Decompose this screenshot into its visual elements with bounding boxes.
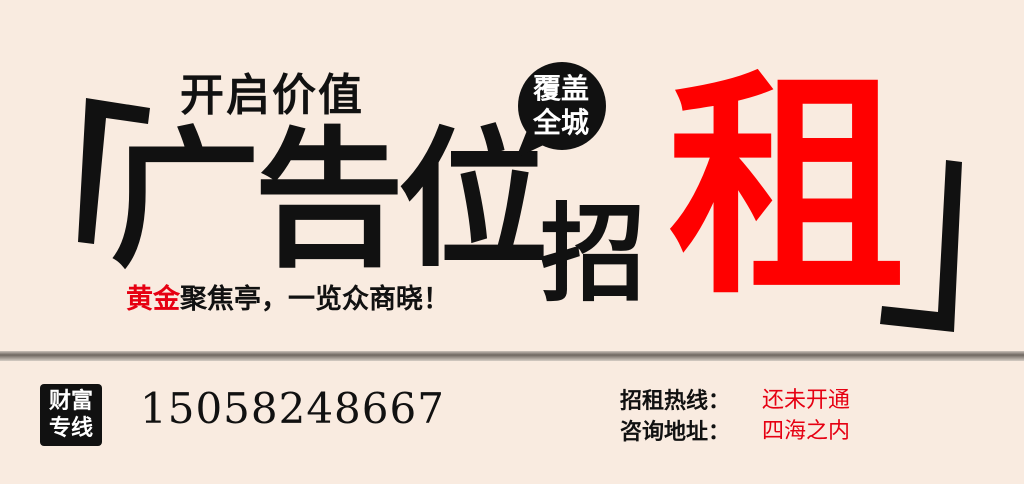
hotline-label: 招租热线： [620,389,731,414]
phone-number: 15058248667 [140,384,445,433]
badge-line-2: 专线 [48,416,93,441]
left-bracket-decoration [78,98,150,244]
speech-bubble-text: 覆盖 全城 [519,72,603,140]
main-title: 广告位 [110,114,548,288]
address-label: 咨询地址： [620,420,731,445]
tagline-highlight: 黄金 [126,284,180,315]
bubble-line-1: 覆盖 [532,72,589,105]
speech-bubble-icon [516,62,606,158]
badge-line-1: 财富 [48,389,93,414]
bubble-line-2: 全城 [532,106,589,139]
title-character-zhao: 招 [540,193,646,316]
title-character-zu: 租 [668,50,906,327]
address-value: 四海之内 [762,419,851,444]
divider-bar [0,351,1024,361]
tagline: 黄金聚焦亭，一览众商晓！ [126,284,450,316]
subtitle-text: 开启价值 [180,70,364,121]
tagline-rest: 聚焦亭，一览众商晓！ [180,284,450,315]
right-bracket-decoration [880,160,962,332]
hotline-badge: 财富 专线 [40,384,102,446]
hotline-value: 还未开通 [762,388,851,413]
